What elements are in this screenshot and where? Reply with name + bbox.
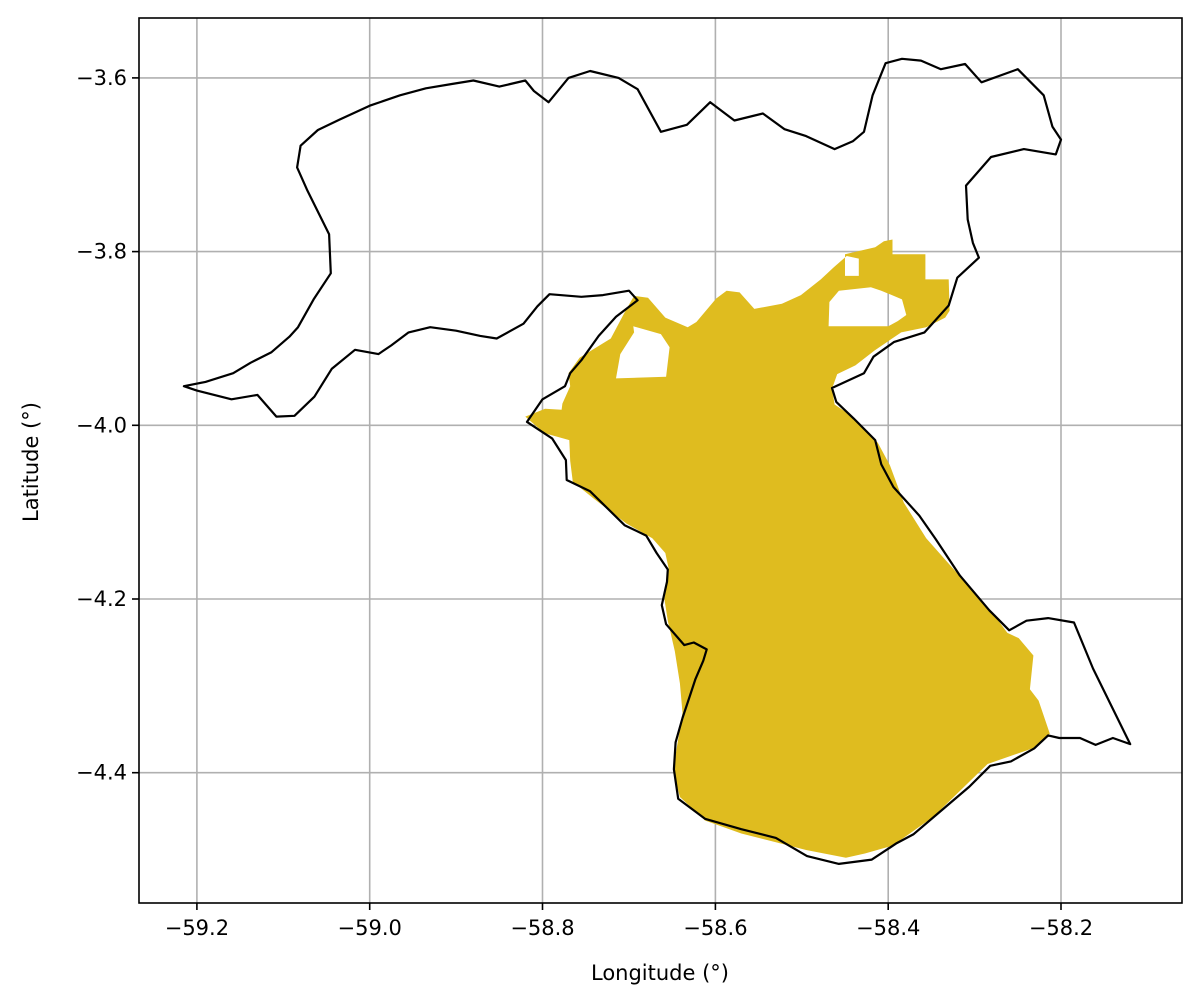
y-tick-label: −4.2 xyxy=(76,587,127,611)
y-tick-label: −4.4 xyxy=(76,761,127,785)
x-tick-label: −58.6 xyxy=(683,916,747,940)
x-axis-label: Longitude (°) xyxy=(591,961,729,985)
x-tick-label: −59.2 xyxy=(165,916,229,940)
x-tick-label: −59.0 xyxy=(338,916,402,940)
y-axis-label: Latitude (°) xyxy=(19,402,43,522)
y-tick-label: −3.8 xyxy=(76,240,127,264)
x-tick-label: −58.2 xyxy=(1029,916,1093,940)
x-tick-label: −58.4 xyxy=(856,916,920,940)
y-tick-label: −4.0 xyxy=(76,413,127,437)
y-tick-label: −3.6 xyxy=(76,66,127,90)
x-tick-label: −58.8 xyxy=(510,916,574,940)
